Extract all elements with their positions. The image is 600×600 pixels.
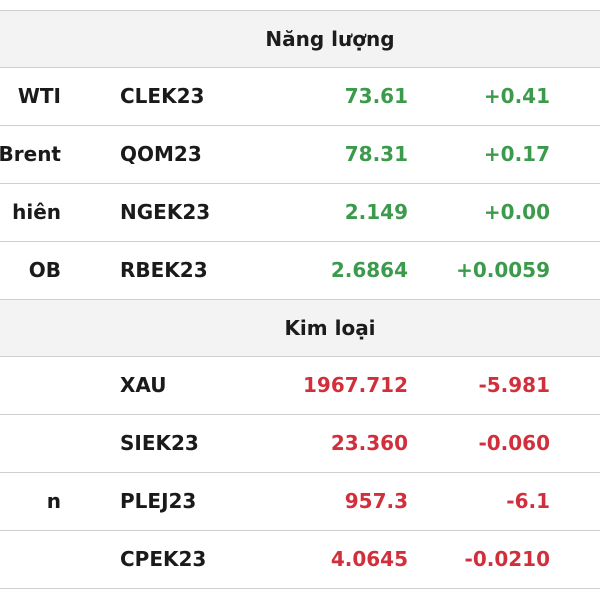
table-row: Brent QOM23 78.31 +0.17 [0,126,600,184]
commodity-change: +0.41 [483,84,550,108]
commodity-code: QOM23 [120,142,202,166]
commodity-price: 1967.712 [302,373,408,397]
commodity-name: OB [28,258,61,282]
commodity-code: PLEJ23 [120,489,197,513]
section-title: Năng lượng [265,27,395,51]
commodity-code: CPEK23 [120,547,207,571]
section-header-energy: Năng lượng [0,11,600,68]
commodity-change: +0.0059 [456,258,550,282]
commodity-change: -6.1 [506,489,550,513]
commodity-name: n [46,489,61,513]
table-row: n PLEJ23 957.3 -6.1 [0,473,600,531]
commodity-change: +0.17 [483,142,550,166]
commodity-price: 4.0645 [330,547,408,571]
commodity-code: NGEK23 [120,200,211,224]
commodity-change: -0.0210 [464,547,550,571]
commodity-price: 23.360 [330,431,408,455]
commodity-change: +0.00 [483,200,550,224]
commodity-price: 2.6864 [330,258,408,282]
commodity-name: Brent [0,142,61,166]
commodity-name: WTI [17,84,61,108]
table-row: WTI CLEK23 73.61 +0.41 [0,68,600,126]
commodity-price: 957.3 [344,489,408,513]
table-row: OB RBEK23 2.6864 +0.0059 [0,242,600,300]
table-row: CPEK23 4.0645 -0.0210 [0,531,600,589]
section-title: Kim loại [284,316,376,340]
commodity-code: SIEK23 [120,431,199,455]
section-header-metals: Kim loại [0,300,600,357]
commodity-price-table: Năng lượng WTI CLEK23 73.61 +0.41 Brent … [0,10,600,589]
commodity-change: -0.060 [478,431,550,455]
commodity-code: RBEK23 [120,258,208,282]
commodity-code: XAU [120,373,167,397]
table-row: XAU 1967.712 -5.981 [0,357,600,415]
commodity-price: 73.61 [344,84,408,108]
table-row: hiên NGEK23 2.149 +0.00 [0,184,600,242]
commodity-name: hiên [12,200,61,224]
commodity-code: CLEK23 [120,84,205,108]
commodity-price: 2.149 [344,200,408,224]
table-row: SIEK23 23.360 -0.060 [0,415,600,473]
commodity-change: -5.981 [478,373,550,397]
commodity-price: 78.31 [344,142,408,166]
